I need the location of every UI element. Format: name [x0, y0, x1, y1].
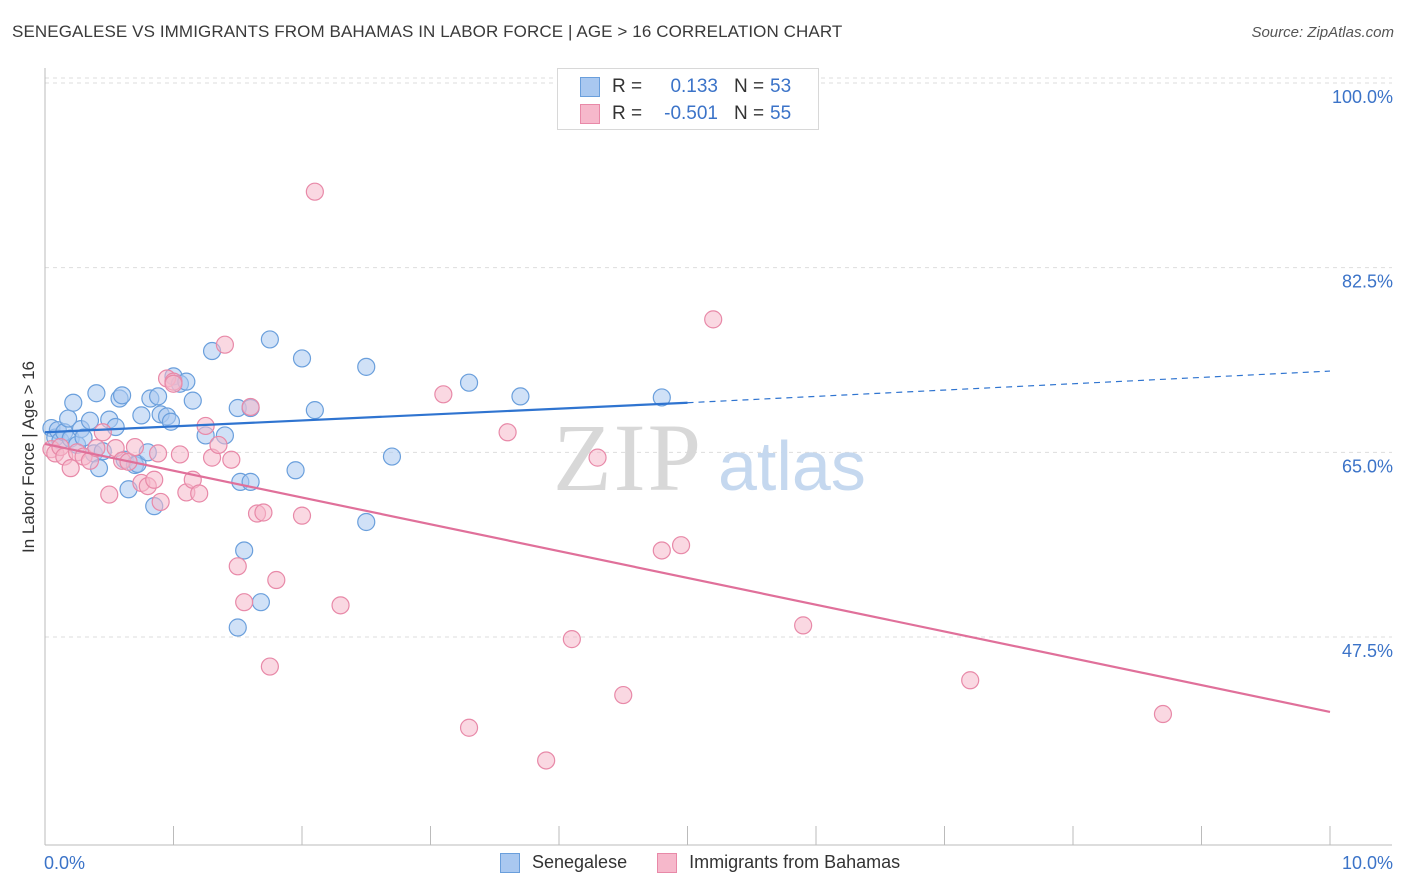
senegalese-point: [305, 401, 324, 420]
x-tick-label: 0.0%: [44, 853, 85, 873]
senegalese-point: [251, 593, 270, 612]
y-axis-label: In Labor Force | Age > 16: [19, 361, 38, 553]
stats-legend: R = 0.133 N = 53 R = -0.501 N = 55: [557, 68, 819, 130]
bahamas-point: [305, 182, 324, 201]
senegalese-swatch: [500, 852, 520, 873]
bahamas-point: [498, 423, 517, 442]
bahamas-swatch: [657, 852, 678, 873]
bahamas-point: [164, 374, 183, 393]
senegalese-point: [286, 461, 305, 480]
senegalese-point: [148, 387, 168, 406]
legend-label: Senegalese: [532, 852, 628, 872]
r-value: -0.501: [664, 103, 718, 124]
senegalese-point: [64, 393, 83, 412]
senegalese-point: [382, 447, 402, 466]
n-label: N =: [734, 76, 765, 97]
r-label: R =: [612, 76, 643, 97]
bahamas-point: [260, 657, 279, 676]
n-value: 55: [770, 103, 792, 124]
bahamas-point: [235, 593, 254, 612]
bahamas-trend-line: [44, 442, 1331, 713]
senegalese-swatch: [580, 77, 600, 97]
bahamas-point: [434, 385, 453, 404]
senegalese-point: [132, 406, 151, 425]
senegalese-trend-line: [44, 401, 688, 434]
bahamas-point: [704, 310, 723, 329]
x-tick-label: 10.0%: [1342, 853, 1393, 873]
bahamas-point: [241, 397, 260, 417]
n-label: N =: [734, 103, 765, 124]
senegalese-point: [292, 349, 312, 368]
senegalese-point: [459, 373, 479, 392]
senegalese-point: [183, 391, 202, 410]
bahamas-point: [267, 570, 286, 590]
source-label: Source: ZipAtlas.com: [1251, 24, 1394, 41]
bahamas-point: [562, 630, 581, 649]
legend-item-senegalese[interactable]: Senegalese: [500, 852, 627, 873]
stats-row-senegalese: R = 0.133 N = 53: [580, 75, 791, 99]
bahamas-point: [100, 485, 119, 504]
bahamas-point: [961, 671, 980, 690]
bahamas-point: [87, 439, 106, 458]
bahamas-point: [537, 751, 556, 770]
bahamas-point: [170, 445, 190, 464]
bahamas-point: [614, 685, 633, 705]
bahamas-point: [292, 506, 312, 525]
bahamas-point: [459, 718, 479, 737]
watermark-zip: ZIP: [553, 404, 703, 511]
y-tick-label: 47.5%: [1342, 641, 1393, 661]
senegalese-point: [357, 357, 376, 376]
senegalese-trend-extension: [687, 370, 1331, 404]
senegalese-point: [228, 618, 247, 637]
n-value: 53: [770, 76, 792, 97]
bahamas-point: [148, 444, 168, 463]
senegalese-point: [112, 386, 132, 405]
r-value: 0.133: [670, 76, 718, 97]
bahamas-point: [1153, 704, 1173, 724]
chart-title: SENEGALESE VS IMMIGRANTS FROM BAHAMAS IN…: [12, 22, 843, 41]
bahamas-point: [794, 616, 813, 635]
bahamas-point: [209, 435, 228, 455]
bahamas-point: [652, 541, 671, 560]
bahamas-swatch: [580, 104, 600, 124]
senegalese-point: [235, 541, 254, 560]
bahamas-point: [228, 557, 247, 576]
y-tick-label: 65.0%: [1342, 456, 1393, 476]
y-tick-label: 100.0%: [1332, 87, 1393, 107]
watermark-atlas: atlas: [718, 427, 866, 505]
senegalese-point: [357, 512, 376, 532]
r-label: R =: [612, 103, 643, 124]
senegalese-point: [652, 388, 671, 407]
senegalese-point: [87, 384, 106, 403]
bahamas-point: [61, 459, 80, 478]
bahamas-point: [254, 503, 273, 522]
stats-row-bahamas: R = -0.501 N = 55: [580, 102, 791, 126]
bahamas-point: [588, 448, 607, 467]
senegalese-point: [260, 330, 279, 349]
bahamas-point: [215, 335, 234, 354]
bahamas-point: [125, 437, 145, 457]
bahamas-point: [145, 470, 164, 489]
bahamas-point: [671, 536, 691, 555]
bahamas-point: [222, 450, 241, 469]
y-tick-label: 82.5%: [1342, 272, 1393, 292]
series-legend: Senegalese Immigrants from Bahamas: [500, 852, 930, 873]
bahamas-point: [331, 596, 350, 615]
senegalese-point: [511, 387, 530, 406]
bahamas-point: [93, 423, 112, 442]
bahamas-point: [190, 484, 209, 503]
bahamas-point: [151, 492, 170, 512]
legend-item-bahamas[interactable]: Immigrants from Bahamas: [657, 852, 900, 873]
legend-label: Immigrants from Bahamas: [689, 852, 901, 872]
